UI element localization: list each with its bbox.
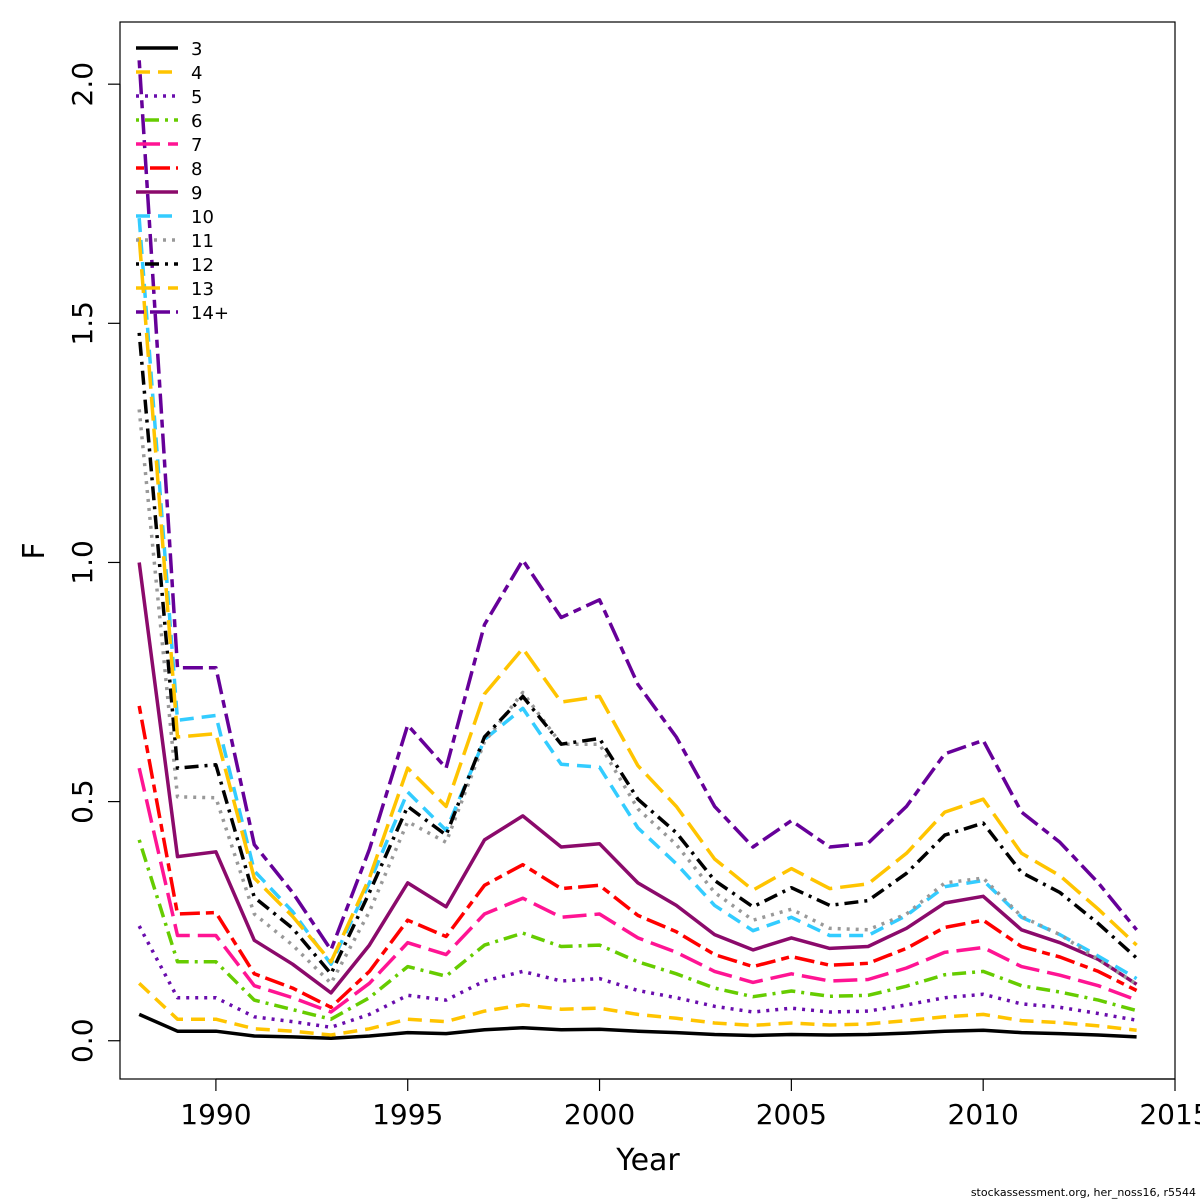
credit-text: stockassessment.org, her_noss16, r5544: [971, 1186, 1196, 1199]
legend-label: 13: [191, 279, 214, 300]
y-axis: 0.0 0.5 1.0 1.5 2.0: [66, 62, 121, 1063]
x-tick-label: 2000: [564, 1098, 635, 1131]
x-axis: 1990 1995 2000 2005 2010 2015: [180, 1078, 1200, 1131]
x-tick-label: 2005: [756, 1098, 827, 1131]
series-line-14plus: [137, 60, 1138, 952]
series-line-7: [137, 767, 1138, 1014]
legend-label: 7: [191, 135, 202, 156]
y-axis-title: F: [17, 542, 52, 559]
legend-label: 9: [191, 183, 202, 204]
y-tick-label: 2.0: [66, 62, 99, 107]
legend-label: 6: [191, 111, 202, 132]
legend-label: 4: [191, 63, 202, 84]
y-tick-label: 1.5: [66, 301, 99, 346]
legend-label: 3: [191, 39, 202, 60]
series-line-6: [137, 839, 1138, 1021]
series-line-8: [137, 705, 1138, 1010]
x-tick-label: 2015: [1139, 1098, 1200, 1131]
series-lines: [137, 60, 1138, 1041]
series-line-3: [138, 1012, 1137, 1041]
x-tick-label: 1995: [372, 1098, 443, 1131]
legend-label: 14+: [191, 303, 229, 324]
legend: 3 4 5 6 7 8 9 10 11 12 13 14+: [136, 39, 229, 324]
x-tick-label: 2010: [948, 1098, 1019, 1131]
series-line-12: [137, 332, 1138, 976]
legend-label: 8: [191, 159, 202, 180]
y-tick-label: 1.0: [66, 540, 99, 585]
x-tick-label: 1990: [180, 1098, 251, 1131]
legend-label: 11: [191, 231, 214, 252]
series-line-13: [137, 237, 1138, 964]
y-tick-label: 0.0: [66, 1018, 99, 1063]
series-line-11: [137, 409, 1138, 986]
x-axis-title: Year: [615, 1143, 680, 1178]
series-line-10: [137, 217, 1138, 981]
legend-label: 10: [191, 207, 214, 228]
y-tick-label: 0.5: [66, 779, 99, 824]
series-line-4: [138, 982, 1137, 1037]
series-line-9: [137, 562, 1138, 995]
legend-label: 12: [191, 255, 214, 276]
legend-label: 5: [191, 87, 202, 108]
